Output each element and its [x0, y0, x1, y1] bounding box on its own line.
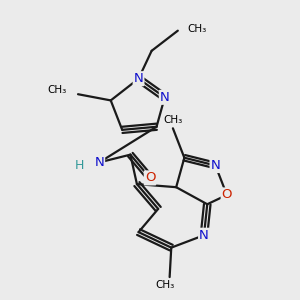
Text: H: H: [75, 159, 84, 172]
Text: N: N: [94, 156, 104, 169]
Text: N: N: [160, 91, 169, 104]
Text: O: O: [222, 188, 232, 201]
Text: CH₃: CH₃: [47, 85, 67, 95]
Text: CH₃: CH₃: [163, 115, 182, 125]
Text: N: N: [199, 229, 209, 242]
Text: O: O: [145, 171, 155, 184]
Text: CH₃: CH₃: [188, 24, 207, 34]
Text: CH₃: CH₃: [155, 280, 174, 290]
Text: N: N: [211, 159, 220, 172]
Text: N: N: [134, 72, 143, 85]
